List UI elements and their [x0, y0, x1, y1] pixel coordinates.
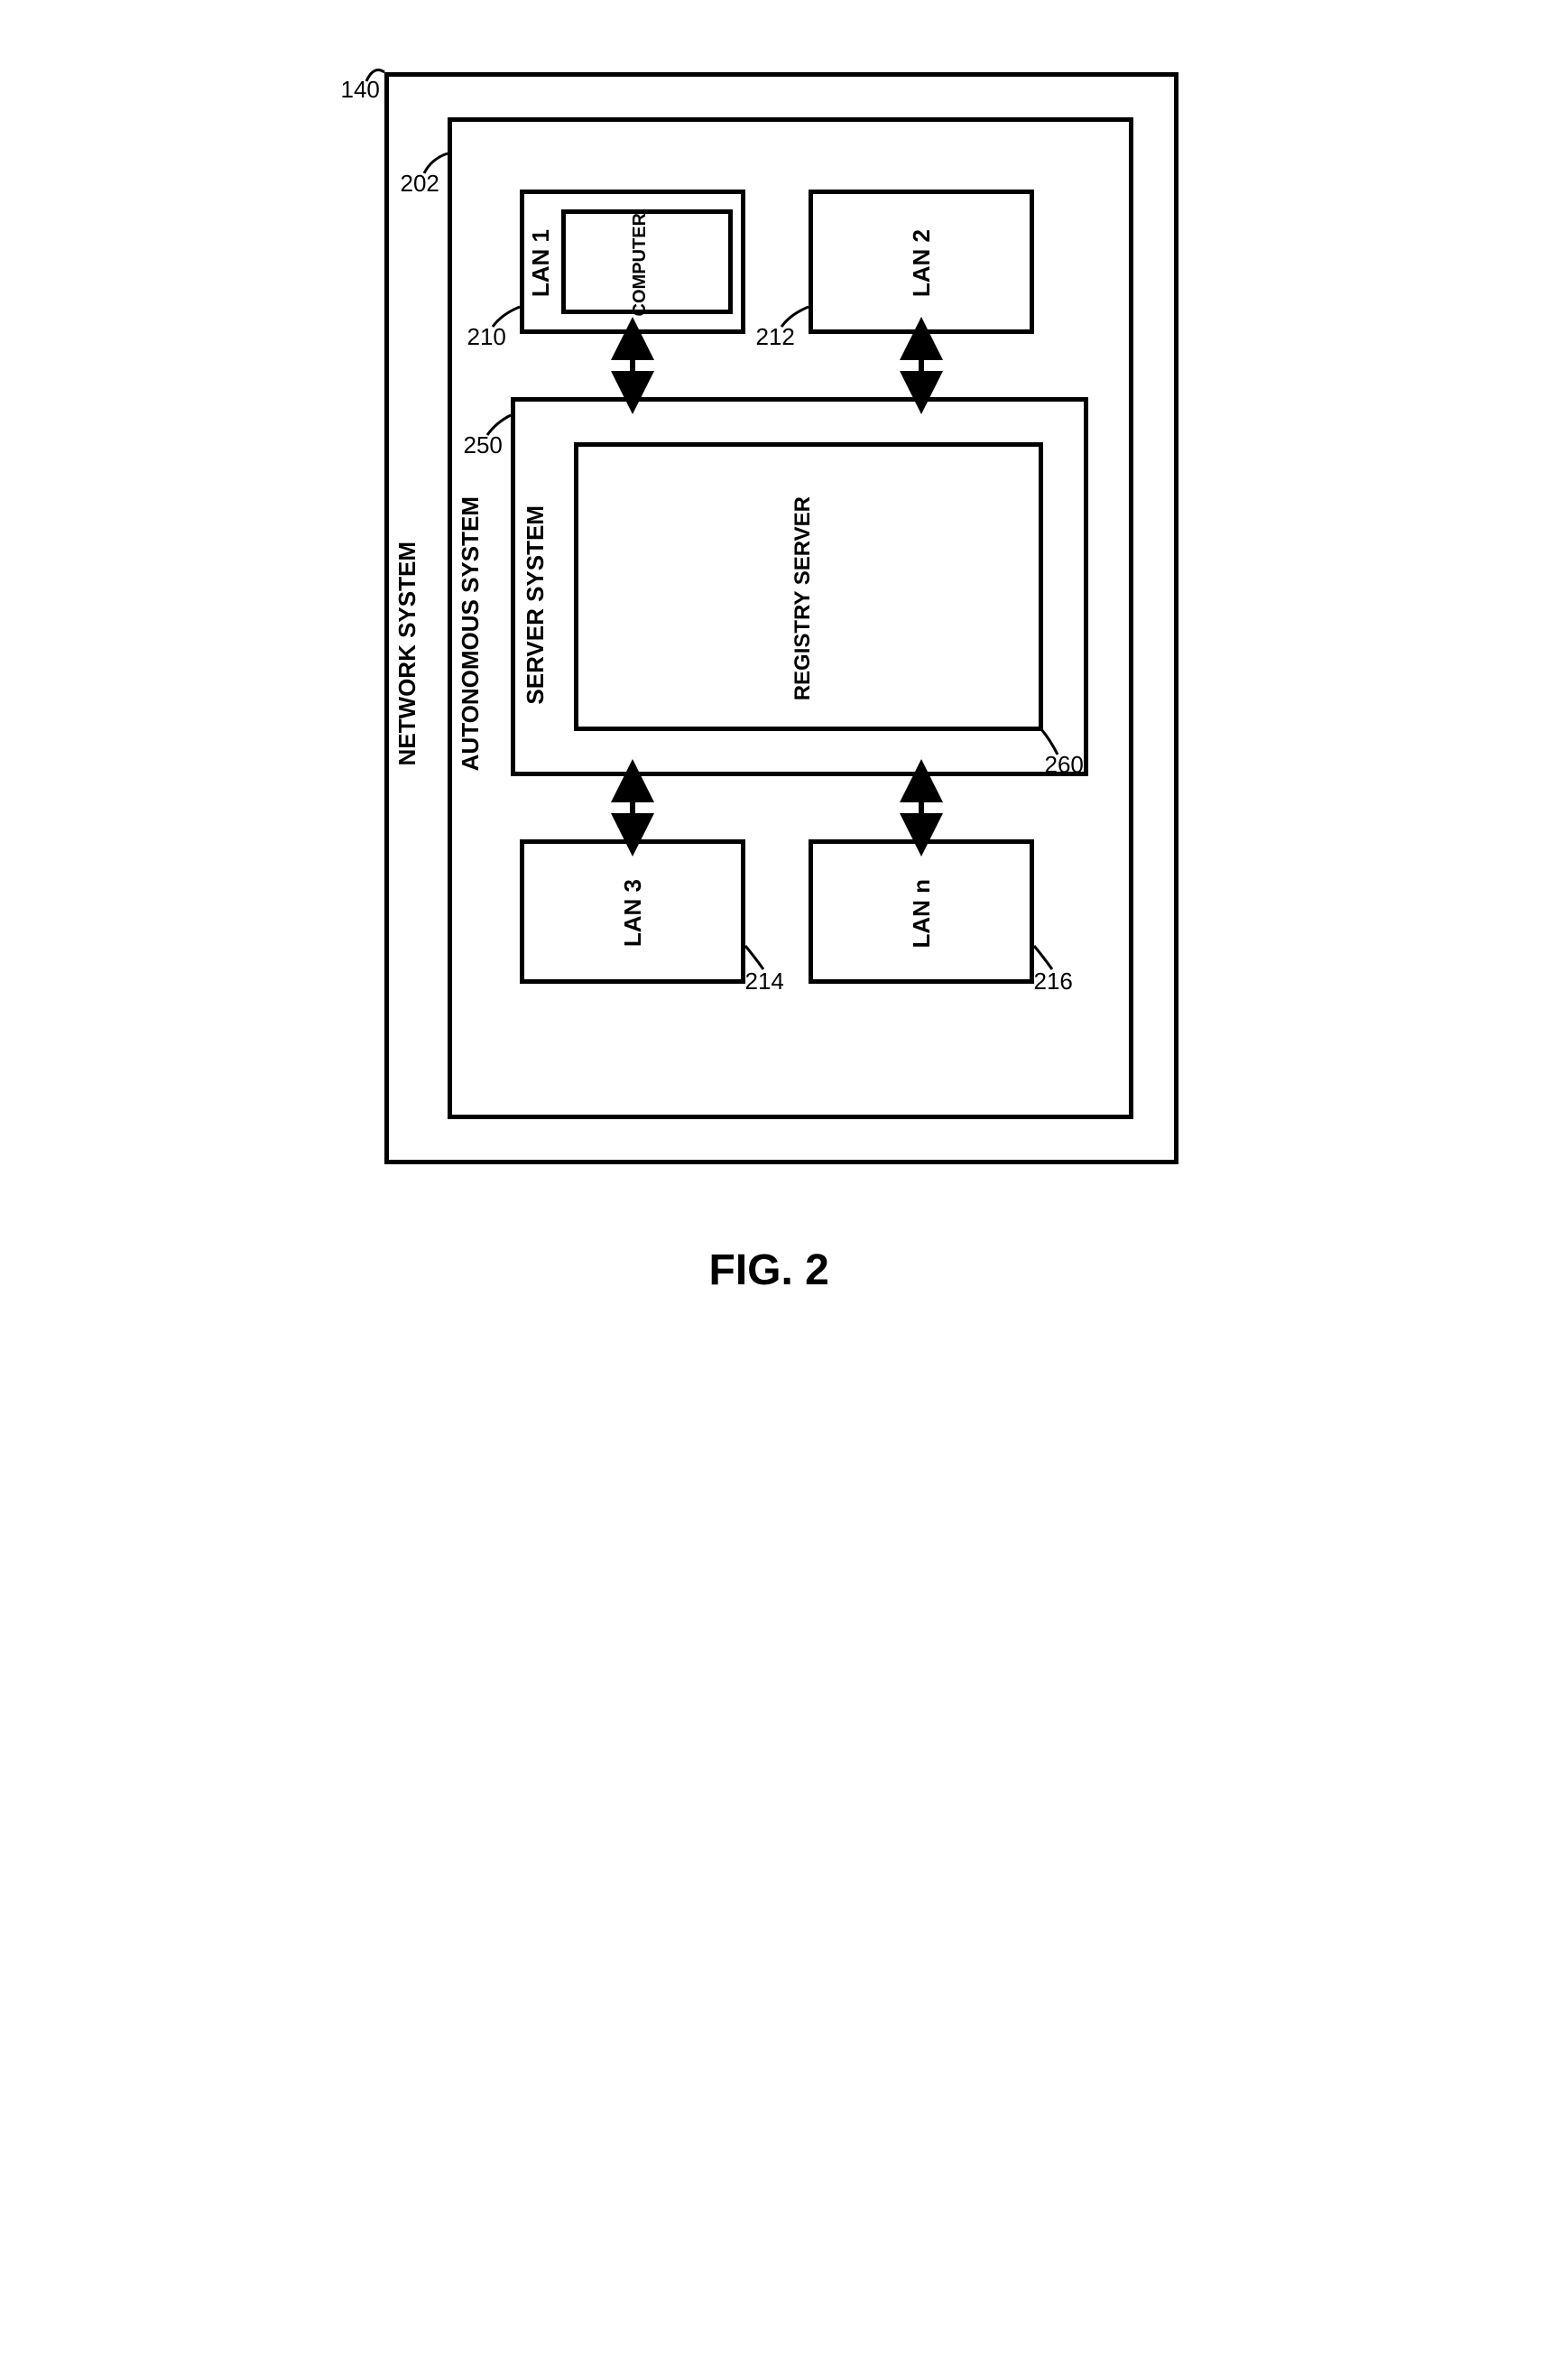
ref-202: 202: [401, 170, 439, 198]
ref-140: 140: [341, 76, 380, 104]
ref-260: 260: [1045, 751, 1084, 779]
ref-216: 216: [1034, 968, 1073, 996]
ref-250: 250: [464, 431, 503, 459]
ref-212: 212: [756, 323, 795, 351]
ref-214: 214: [745, 968, 784, 996]
ref-210: 210: [467, 323, 506, 351]
diagram-canvas: NETWORK SYSTEM AUTONOMOUS SYSTEM LAN 1 C…: [330, 36, 1233, 1390]
figure-caption: FIG. 2: [709, 1246, 829, 1295]
ref-leads: [330, 36, 1233, 1390]
